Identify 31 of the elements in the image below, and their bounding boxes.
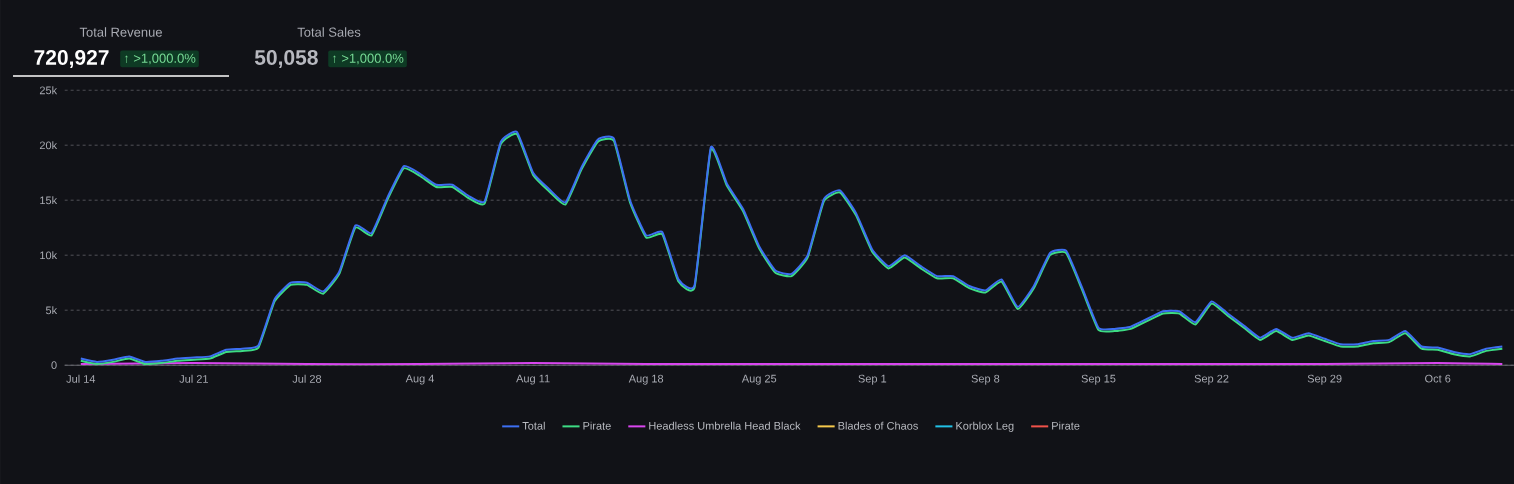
text: 720,927	[34, 50, 109, 68]
y-tick-label: 15k	[40, 196, 58, 205]
x-tick-label: Aug 11	[516, 374, 550, 385]
text: 50,058	[254, 50, 318, 68]
x-tick-label: Jul 21	[179, 374, 208, 383]
x-tick-label: Sep 22	[1194, 374, 1229, 385]
text: ↑ >1,000.0%	[124, 53, 196, 65]
y-tick-label: 10k	[40, 251, 58, 260]
legend-label: Korblox Leg	[956, 421, 1014, 432]
x-tick-label: Sep 1	[858, 374, 887, 385]
x-tick-label: Oct 6	[1425, 374, 1451, 383]
x-tick-label: Sep 15	[1081, 374, 1116, 385]
legend-label: Pirate	[583, 421, 611, 430]
x-tick-label: Aug 4	[405, 374, 435, 385]
text: Total Revenue	[79, 27, 162, 37]
y-tick-label: 0	[51, 361, 57, 370]
text: ↑ >1,000.0%	[332, 53, 404, 65]
x-tick-label: Aug 25	[741, 374, 777, 385]
x-tick-label: Aug 18	[628, 374, 664, 385]
legend-label: Blades of Chaos	[838, 421, 918, 430]
y-tick-label: 25k	[39, 86, 58, 95]
x-tick-label: Sep 8	[971, 374, 1000, 385]
text: Total Sales	[297, 27, 361, 37]
legend-label: Headless Umbrella Head Black	[649, 421, 801, 430]
y-tick-label: 5k	[45, 306, 58, 315]
x-tick-label: Sep 29	[1307, 374, 1342, 385]
x-tick-label: Jul 28	[292, 374, 322, 383]
y-tick-label: 20k	[39, 141, 58, 150]
legend-label: Pirate	[1052, 421, 1080, 430]
legend-label: Total	[522, 421, 545, 430]
x-tick-label: Jul 14	[66, 374, 96, 383]
